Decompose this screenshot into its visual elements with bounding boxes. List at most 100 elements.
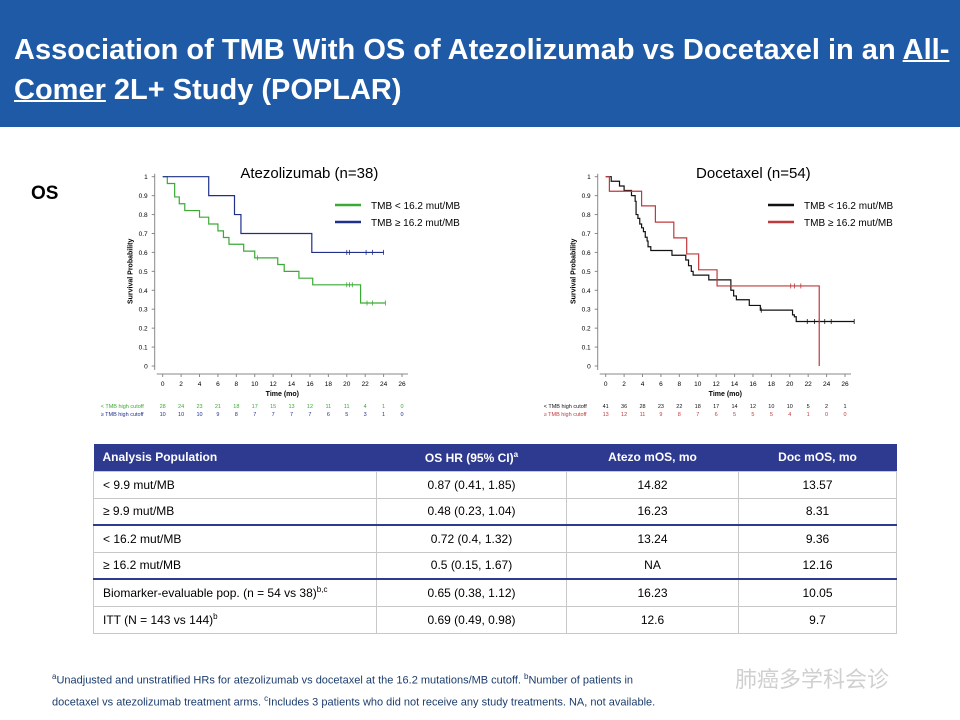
x-tick-label: 18 [325,381,333,388]
watermark: 肺癌多学科会诊 [735,667,890,692]
col-header: OS HR (95% CI)a [376,444,567,471]
table-cell: ≥ 16.2 mut/MB [93,551,377,580]
at-risk-count: 0 [843,412,846,418]
slide-title: Association of TMB With OS of Atezolizum… [14,30,954,110]
table-cell: 0.48 (0.23, 1.04) [376,497,567,526]
x-axis-label: Time (mo) [266,391,299,398]
x-tick-label: 4 [641,381,645,388]
y-tick-label: 0.6 [139,250,148,257]
at-risk-count: 10 [768,404,774,410]
at-risk-count: 7 [272,412,275,418]
km-curve-high [605,176,820,366]
x-tick-label: 10 [251,381,259,388]
at-risk-label: < TMB high cutoff [101,404,145,410]
title-banner: Association of TMB With OS of Atezolizum… [0,0,960,127]
at-risk-count: 5 [345,412,348,418]
title-text-end: 2L+ Study (POPLAR) [105,74,402,106]
at-risk-count: 11 [640,412,646,418]
table-row: ≥ 16.2 mut/MB 0.5 (0.15, 1.67) NA 12.16 [93,551,897,580]
at-risk-count: 3 [364,412,367,418]
at-risk-count: 11 [326,404,332,410]
x-tick-label: 0 [161,381,165,388]
km-curve-low [605,176,855,323]
at-risk-count: 13 [603,412,609,418]
table-cell: 13.24 [566,524,739,553]
table-row: ITT (N = 143 vs 144)b 0.69 (0.49, 0.98) 12… [93,605,897,634]
at-risk-count: 1 [382,404,385,410]
y-tick-label: 0.1 [139,345,148,352]
y-tick-label: 0.3 [139,307,148,314]
at-risk-count: 23 [658,404,664,410]
table-cell: 14.82 [566,470,739,499]
at-risk-count: 10 [178,412,184,418]
at-risk-count: 13 [288,404,294,410]
y-tick-label: 0.4 [139,288,148,295]
table-cell: 12.16 [738,551,897,580]
table-cell: 0.72 (0.4, 1.32) [376,524,567,553]
at-risk-count: 18 [233,404,239,410]
table-cell: 9.7 [738,605,897,634]
x-tick-label: 26 [841,381,849,388]
table-cell: 0.5 (0.15, 1.67) [376,551,567,580]
at-risk-count: 14 [731,404,737,410]
x-tick-label: 2 [179,381,183,388]
y-tick-label: 0 [144,364,148,371]
table-cell: 8.31 [738,497,897,526]
at-risk-count: 1 [382,412,385,418]
x-tick-label: 8 [678,381,682,388]
x-tick-label: 10 [694,381,702,388]
y-tick-label: 0.2 [582,326,591,333]
chart-title: Atezolizumab (n=38) [240,165,378,182]
at-risk-count: 4 [788,412,791,418]
table-cell: 10.05 [738,578,897,607]
at-risk-count: 5 [733,412,736,418]
at-risk-count: 11 [344,404,350,410]
at-risk-count: 1 [843,404,846,410]
at-risk-count: 0 [400,404,403,410]
y-tick-label: 0.9 [139,193,148,200]
table-cell: 12.6 [566,605,739,634]
table-row: < 16.2 mut/MB 0.72 (0.4, 1.32) 13.24 9.36 [93,524,897,553]
at-risk-count: 12 [307,404,313,410]
legend-label: TMB < 16.2 mut/MB [371,201,461,212]
x-tick-label: 4 [198,381,202,388]
x-tick-label: 14 [731,381,739,388]
table-cell: < 16.2 mut/MB [93,524,377,553]
y-tick-label: 0.5 [582,269,591,276]
section-label: OS [31,183,59,204]
y-tick-label: 0.7 [139,231,148,238]
table-cell: < 9.9 mut/MB [93,470,377,499]
y-tick-label: 0.1 [582,345,591,352]
at-risk-count: 22 [676,404,682,410]
at-risk-count: 8 [678,412,681,418]
at-risk-count: 12 [750,404,756,410]
title-underlined: All-Comer [14,34,950,106]
y-tick-label: 0.3 [582,307,591,314]
y-tick-label: 0.8 [582,212,591,219]
x-axis-label: Time (mo) [709,391,742,398]
at-risk-count: 6 [715,412,718,418]
x-tick-label: 22 [362,381,370,388]
table-cell: 16.23 [566,578,739,607]
at-risk-count: 7 [253,412,256,418]
at-risk-count: 6 [327,412,330,418]
table-cell: 16.23 [566,497,739,526]
x-tick-label: 8 [235,381,239,388]
at-risk-count: 8 [235,412,238,418]
table-row: Biomarker-evaluable pop. (n = 54 vs 38)b… [93,578,897,607]
results-table: Analysis Population OS HR (95% CI)a Atez… [93,444,897,634]
at-risk-count: 9 [216,412,219,418]
y-tick-label: 0.5 [139,269,148,276]
x-tick-label: 22 [805,381,813,388]
at-risk-count: 7 [696,412,699,418]
at-risk-count: 10 [160,412,166,418]
col-header: Atezo mOS, mo [566,444,739,471]
x-tick-label: 24 [823,381,831,388]
x-tick-label: 20 [343,381,351,388]
x-tick-label: 16 [306,381,314,388]
y-axis-label: Survival Probability [571,239,578,304]
col-header: Doc mOS, mo [738,444,897,471]
x-tick-label: 14 [288,381,296,388]
at-risk-count: 18 [695,404,701,410]
chart-title: Docetaxel (n=54) [696,165,811,182]
